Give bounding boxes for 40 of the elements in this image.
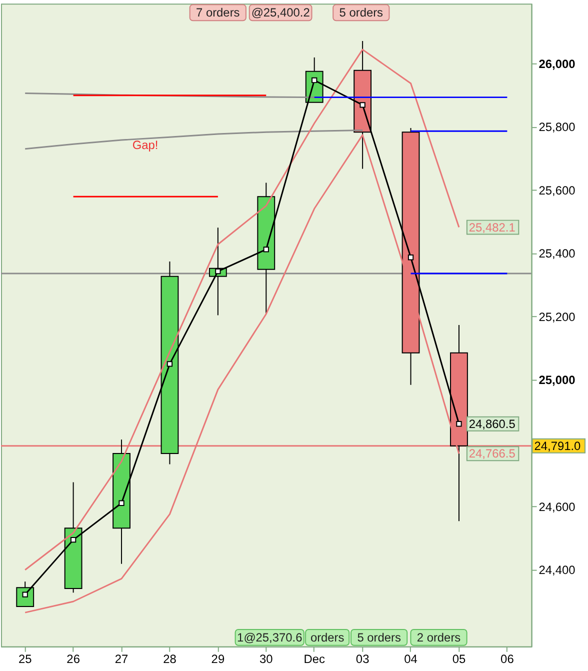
- annotation: 5 orders: [339, 6, 384, 20]
- point: [312, 77, 318, 84]
- point: [408, 254, 414, 260]
- annotation: @25,400.2: [251, 6, 310, 20]
- x-tick-label: 05: [452, 652, 466, 666]
- annotation: 2 orders: [416, 630, 461, 644]
- line-series: [24, 129, 364, 150]
- point: [263, 246, 269, 252]
- point: [456, 421, 462, 427]
- y-tick-label: 24,400: [538, 563, 576, 578]
- x-tick-label: 04: [404, 652, 418, 666]
- data-label: 25,482.1: [468, 220, 516, 234]
- x-tick-label: Dec: [304, 652, 325, 666]
- annotation: 1@25,370.6: [237, 630, 303, 644]
- x-tick-label: 26: [66, 652, 80, 666]
- y-tick-label: 25,600: [538, 183, 576, 198]
- x-tick-label: 27: [114, 652, 129, 666]
- x-tick-label: 25: [18, 652, 32, 666]
- y-tick-label: 26,000: [538, 56, 576, 71]
- x-tick-label: 30: [260, 652, 274, 666]
- point: [360, 102, 366, 108]
- point: [118, 500, 124, 506]
- point: [166, 361, 173, 367]
- annotation: orders: [310, 630, 344, 644]
- x-tick-label: 03: [356, 652, 370, 666]
- ref-line-label: 24,791.0: [534, 438, 582, 453]
- annotation: 5 orders: [357, 630, 401, 644]
- y-tick-label: 25,000: [538, 373, 576, 388]
- annotation: 7 orders: [196, 6, 240, 20]
- x-tick-label: 29: [211, 652, 225, 666]
- point: [70, 536, 76, 543]
- y-tick-label: 25,800: [538, 120, 576, 134]
- y-tick-label: 24,600: [538, 500, 576, 514]
- x-tick-label: 06: [500, 652, 514, 666]
- x-tick-label: 28: [163, 652, 177, 666]
- annotation: Gap!: [132, 138, 158, 152]
- data-label: 24,766.5: [468, 446, 516, 461]
- y-tick-label: 25,400: [538, 246, 576, 261]
- data-label: 24,860.5: [468, 416, 516, 431]
- y-tick-label: 25,200: [538, 310, 576, 324]
